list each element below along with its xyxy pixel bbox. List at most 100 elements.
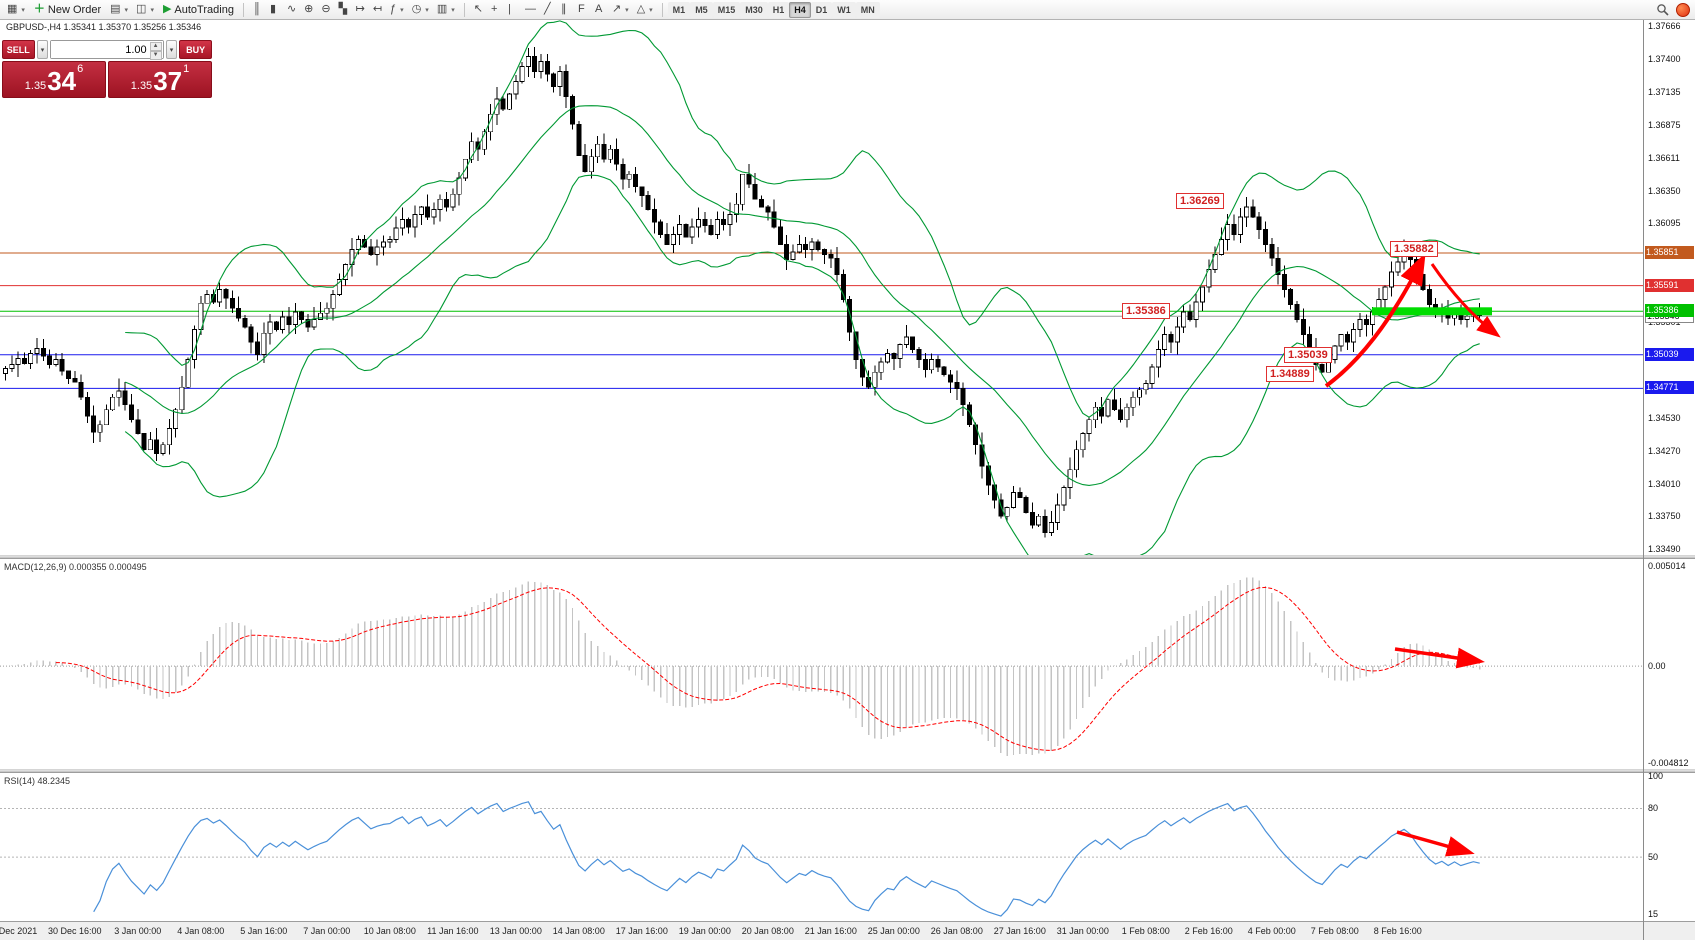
volume-decrease-button[interactable]: ▼ <box>149 51 162 60</box>
chevron-down-icon: ▾ <box>21 6 25 14</box>
chevron-down-icon: ▾ <box>649 6 653 14</box>
toolbar-chart-tools-group: ║ ▮ ∿ ⊕ ⊖ ▚ ↦ ↤ ƒ ▾ ◷ ▾ ▥ ▾ <box>249 1 459 18</box>
new-chart-icon[interactable]: ▦ ▾ <box>3 1 29 18</box>
price-axis-label: 1.37135 <box>1648 87 1681 98</box>
support-zone-bar[interactable] <box>1372 307 1492 316</box>
horizontal-line-icon: — <box>524 3 536 15</box>
profiles-icon: ▤ <box>110 3 121 15</box>
vertical-line-icon[interactable]: | <box>504 1 521 18</box>
periods-icon: ◷ <box>411 3 422 15</box>
bollinger-lower-band <box>124 174 1480 555</box>
timeframe-m5[interactable]: M5 <box>690 1 713 18</box>
horizontal-line-icon[interactable]: — <box>521 1 540 18</box>
trendline-icon: ╱ <box>543 3 551 15</box>
bullish-trend-arrow[interactable] <box>1324 252 1426 388</box>
new-order-button[interactable]: ＋ New Order <box>30 1 105 18</box>
date-axis-label: 30 Dec 16:00 <box>48 926 102 936</box>
charts-layout-icon: ◫ <box>136 3 147 15</box>
periods-icon[interactable]: ◷ ▾ <box>408 1 433 18</box>
level-price-label: 1.35591 <box>1645 278 1694 292</box>
text-icon[interactable]: A <box>591 1 608 18</box>
date-axis-label: 17 Jan 16:00 <box>615 926 668 936</box>
channel-icon[interactable]: ∥ <box>557 1 574 18</box>
price-callout[interactable]: 1.34889 <box>1266 365 1314 382</box>
indicators-icon[interactable]: ƒ ▾ <box>386 1 408 18</box>
macd-header: MACD(12,26,9) 0.000355 0.000495 <box>4 562 147 572</box>
price-axis-border <box>1643 19 1644 940</box>
macd-direction-arrow[interactable] <box>1394 647 1485 669</box>
fibonacci-icon[interactable]: F <box>574 1 591 18</box>
sell-price-sup: 6 <box>77 63 84 75</box>
bollinger-middle-band <box>124 105 1480 486</box>
date-axis: 29 Dec 2021 30 Dec 16:00 3 Jan 00:00 4 Jan … <box>0 921 1695 940</box>
line-chart-icon[interactable]: ∿ <box>283 1 300 18</box>
channel-icon: ∥ <box>560 3 567 15</box>
price-axis-label: 1.36611 <box>1648 152 1680 163</box>
date-axis-label: 14 Jan 08:00 <box>552 926 605 936</box>
timeframe-m15[interactable]: M15 <box>712 1 741 18</box>
autotrading-button[interactable]: ▶ AutoTrading <box>159 1 238 18</box>
trendline-icon[interactable]: ╱ <box>540 1 557 18</box>
templates-icon[interactable]: ▥ ▾ <box>433 1 459 18</box>
search-icon[interactable] <box>1656 3 1670 17</box>
rsi-axis-label: 50 <box>1648 852 1659 863</box>
panel-separator[interactable] <box>0 769 1695 773</box>
charts-layout-icon[interactable]: ◫ ▾ <box>132 1 158 18</box>
date-axis-label: 25 Jan 00:00 <box>867 926 920 936</box>
arrows-icon[interactable]: ↗ ▾ <box>608 1 633 18</box>
panel-separator[interactable] <box>0 555 1695 559</box>
volume-increase-button[interactable]: ▲ <box>149 42 162 51</box>
macd-axis-label: 0.00 <box>1648 661 1666 672</box>
sell-price-button[interactable]: 1.35 34 6 <box>2 61 106 98</box>
sell-button[interactable]: SELL <box>2 40 35 59</box>
date-axis-label: 26 Jan 08:00 <box>930 926 983 936</box>
date-axis-label: 27 Jan 16:00 <box>993 926 1046 936</box>
rsi-axis-label: 80 <box>1648 803 1659 814</box>
date-axis-label: 10 Jan 08:00 <box>363 926 416 936</box>
pullback-arrow[interactable] <box>1430 263 1501 338</box>
crosshair-icon[interactable]: + <box>487 1 504 18</box>
timeframe-m1[interactable]: M1 <box>667 1 691 18</box>
buy-price-button[interactable]: 1.35 37 1 <box>108 61 212 98</box>
profiles-icon[interactable]: ▤ ▾ <box>106 1 132 18</box>
macd-axis-label: -0.004812 <box>1648 758 1689 768</box>
notifications-icon[interactable] <box>1676 2 1690 17</box>
sell-options-dropdown[interactable]: ▾ <box>36 40 49 59</box>
shapes-icon[interactable]: △ ▾ <box>633 1 657 18</box>
macd-panel[interactable] <box>0 559 1643 769</box>
tile-windows-icon[interactable]: ▚ <box>335 1 352 18</box>
toolbar-separator <box>661 2 663 17</box>
timeframe-m30[interactable]: M30 <box>740 1 768 18</box>
level-price-label: 1.35039 <box>1645 347 1694 361</box>
candlestick-chart-icon[interactable]: ▮ <box>266 1 283 18</box>
buy-options-dropdown[interactable]: ▾ <box>165 40 178 59</box>
timeframe-w1[interactable]: W1 <box>832 1 856 18</box>
volume-input[interactable] <box>51 41 163 58</box>
main-chart[interactable] <box>0 19 1643 555</box>
price-callout[interactable]: 1.35039 <box>1284 346 1332 363</box>
autotrading-label: AutoTrading <box>174 3 234 16</box>
candles-series <box>3 46 1483 538</box>
rsi-panel[interactable] <box>0 773 1643 921</box>
macd-signal-line <box>55 586 1480 751</box>
zoom-in-icon[interactable]: ⊕ <box>300 1 317 18</box>
buy-button[interactable]: BUY <box>179 40 212 59</box>
date-axis-label: 20 Jan 08:00 <box>741 926 794 936</box>
zoom-out-icon[interactable]: ⊖ <box>317 1 334 18</box>
rsi-direction-arrow[interactable] <box>1396 830 1475 857</box>
crosshair-icon: + <box>490 3 498 15</box>
auto-scroll-icon[interactable]: ↦ <box>352 1 369 18</box>
chart-shift-icon[interactable]: ↤ <box>369 1 386 18</box>
price-callout[interactable]: 1.36269 <box>1176 192 1224 209</box>
bar-chart-icon[interactable]: ║ <box>249 1 266 18</box>
timeframe-h1[interactable]: H1 <box>767 1 790 18</box>
cursor-icon[interactable]: ↖ <box>470 1 487 18</box>
price-callout[interactable]: 1.35882 <box>1390 241 1438 258</box>
vertical-line-icon: | <box>507 3 511 15</box>
timeframe-h4[interactable]: H4 <box>789 1 811 18</box>
macd-histogram <box>11 577 1481 756</box>
timeframe-d1[interactable]: D1 <box>810 1 833 18</box>
toolbar-separator <box>242 2 244 17</box>
price-callout[interactable]: 1.35386 <box>1122 303 1170 320</box>
timeframe-mn[interactable]: MN <box>855 1 880 18</box>
